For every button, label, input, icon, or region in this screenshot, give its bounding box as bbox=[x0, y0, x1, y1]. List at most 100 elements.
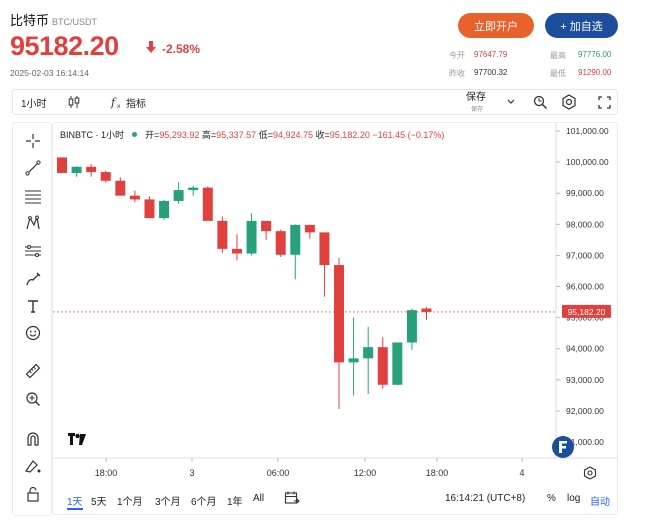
y-tick-label: 97,000.00 bbox=[566, 250, 604, 260]
candle-body bbox=[304, 224, 315, 233]
svg-text:f: f bbox=[110, 96, 117, 109]
chart-area[interactable] bbox=[52, 122, 618, 515]
range-3m[interactable]: 3个月 bbox=[155, 497, 181, 508]
close-label: 收= bbox=[315, 130, 330, 140]
candle-body bbox=[319, 232, 330, 266]
auto-toggle[interactable]: 自动 bbox=[590, 497, 610, 508]
candle-body bbox=[406, 310, 417, 343]
interval-selector[interactable]: 1小时 bbox=[21, 98, 47, 110]
chart-legend: BINBTC · 1小时 开=95,293.92 高=95,337.57 低=9… bbox=[60, 128, 444, 141]
candle-body bbox=[231, 248, 242, 254]
candle-body bbox=[421, 308, 432, 312]
stat-high-label: 最高 bbox=[550, 51, 566, 60]
text-icon[interactable] bbox=[22, 295, 44, 317]
candle-body bbox=[71, 166, 82, 173]
lock-icon[interactable] bbox=[22, 483, 44, 505]
zoom-in-icon[interactable] bbox=[22, 388, 44, 410]
down-arrow-icon bbox=[146, 41, 156, 53]
ruler-icon[interactable] bbox=[22, 360, 44, 382]
svg-text:x: x bbox=[117, 103, 121, 109]
high-value: 95,337.57 bbox=[216, 130, 257, 140]
candle-body bbox=[290, 224, 301, 255]
candle-body bbox=[334, 265, 345, 363]
price-change: -2.58% bbox=[162, 42, 201, 56]
low-value: 94,924.75 bbox=[272, 130, 314, 140]
candle-body bbox=[202, 187, 213, 221]
asset-pair: BTC/USDT bbox=[52, 17, 98, 27]
candle-body bbox=[144, 199, 155, 219]
brush-icon[interactable] bbox=[22, 268, 44, 290]
y-tick-label: 94,000.00 bbox=[566, 344, 604, 354]
crosshair-icon[interactable] bbox=[22, 130, 44, 152]
range-all[interactable]: All bbox=[253, 493, 265, 504]
candle-body bbox=[188, 187, 199, 191]
candle-body bbox=[129, 195, 140, 200]
trend-line-icon[interactable] bbox=[22, 157, 44, 179]
range-1y[interactable]: 1年 bbox=[227, 497, 243, 508]
y-tick-label: 96,000.00 bbox=[566, 282, 604, 292]
measure-lines-icon[interactable] bbox=[22, 240, 44, 262]
save-sub-label: 保存 bbox=[471, 107, 484, 113]
y-tick-label: 100,000.00 bbox=[566, 157, 609, 167]
date-range-icon[interactable] bbox=[284, 490, 300, 506]
search-symbol-icon[interactable] bbox=[531, 90, 549, 114]
high-label: 高= bbox=[201, 130, 217, 140]
save-button[interactable]: 保存 bbox=[466, 92, 486, 103]
y-tick-label: 92,000.00 bbox=[566, 406, 604, 416]
stat-open-label: 今开 bbox=[449, 51, 465, 60]
low-label: 低= bbox=[258, 130, 273, 140]
y-tick-label: 99,000.00 bbox=[566, 188, 604, 198]
open-account-button[interactable]: 立即开户 bbox=[458, 13, 534, 38]
candle-body bbox=[246, 220, 257, 254]
x-tick-label: 3 bbox=[189, 468, 194, 478]
range-6m[interactable]: 6个月 bbox=[191, 497, 217, 508]
settings-icon[interactable] bbox=[560, 90, 578, 114]
candle-body bbox=[86, 166, 97, 173]
f-badge-icon[interactable] bbox=[552, 436, 574, 458]
stat-low-label: 最低 bbox=[550, 69, 566, 78]
candle-body bbox=[275, 231, 286, 255]
candle-body bbox=[57, 157, 67, 173]
candle-body bbox=[348, 358, 359, 363]
chart-settings-icon[interactable] bbox=[583, 466, 597, 480]
asset-name: 比特币 bbox=[10, 13, 50, 28]
range-1m[interactable]: 1个月 bbox=[117, 497, 143, 508]
chevron-down-icon[interactable] bbox=[507, 90, 517, 114]
x-tick-label: 4 bbox=[519, 468, 524, 478]
emoji-icon[interactable] bbox=[22, 322, 44, 344]
percent-toggle[interactable]: % bbox=[547, 493, 556, 504]
status-dot-icon bbox=[131, 132, 137, 137]
open-label: 开= bbox=[145, 130, 160, 140]
add-watchlist-button[interactable]: + 加自选 bbox=[545, 13, 618, 38]
stat-prevclose-value: 97700.32 bbox=[474, 68, 508, 77]
y-tick-label: 98,000.00 bbox=[566, 219, 604, 229]
tradingview-logo-icon[interactable] bbox=[66, 430, 88, 448]
last-price-label: 95,182.20 bbox=[568, 307, 606, 317]
candle-type-icon[interactable] bbox=[65, 90, 83, 114]
stat-high-value: 97776.00 bbox=[578, 50, 612, 59]
lock-drawing-icon[interactable] bbox=[22, 455, 44, 477]
pattern-icon[interactable] bbox=[22, 212, 44, 234]
range-5d[interactable]: 5天 bbox=[91, 497, 107, 508]
candle-body bbox=[392, 342, 403, 385]
stat-low-value: 91290.00 bbox=[578, 68, 612, 77]
stat-open-value: 97647.79 bbox=[474, 50, 508, 59]
symbol-label[interactable]: BINBTC · 1小时 bbox=[60, 130, 125, 140]
magnet-icon[interactable] bbox=[22, 428, 44, 450]
fib-retracement-icon[interactable] bbox=[22, 185, 44, 207]
indicators-button[interactable]: 指标 bbox=[126, 98, 146, 110]
current-price: 95182.20 bbox=[10, 31, 119, 61]
last-price-tag bbox=[562, 304, 611, 318]
clock[interactable]: 16:14:21 (UTC+8) bbox=[445, 493, 526, 504]
x-tick-label: 12:00 bbox=[354, 468, 377, 478]
close-value: 95,182.20 bbox=[329, 130, 370, 140]
fullscreen-icon[interactable] bbox=[596, 90, 612, 114]
log-toggle[interactable]: log bbox=[567, 493, 581, 504]
y-tick-label: 93,000.00 bbox=[566, 375, 604, 385]
drawing-toolbar bbox=[12, 122, 52, 516]
candle-body bbox=[173, 190, 184, 201]
range-1d[interactable]: 1天 bbox=[67, 493, 83, 510]
candle-body bbox=[217, 220, 228, 249]
